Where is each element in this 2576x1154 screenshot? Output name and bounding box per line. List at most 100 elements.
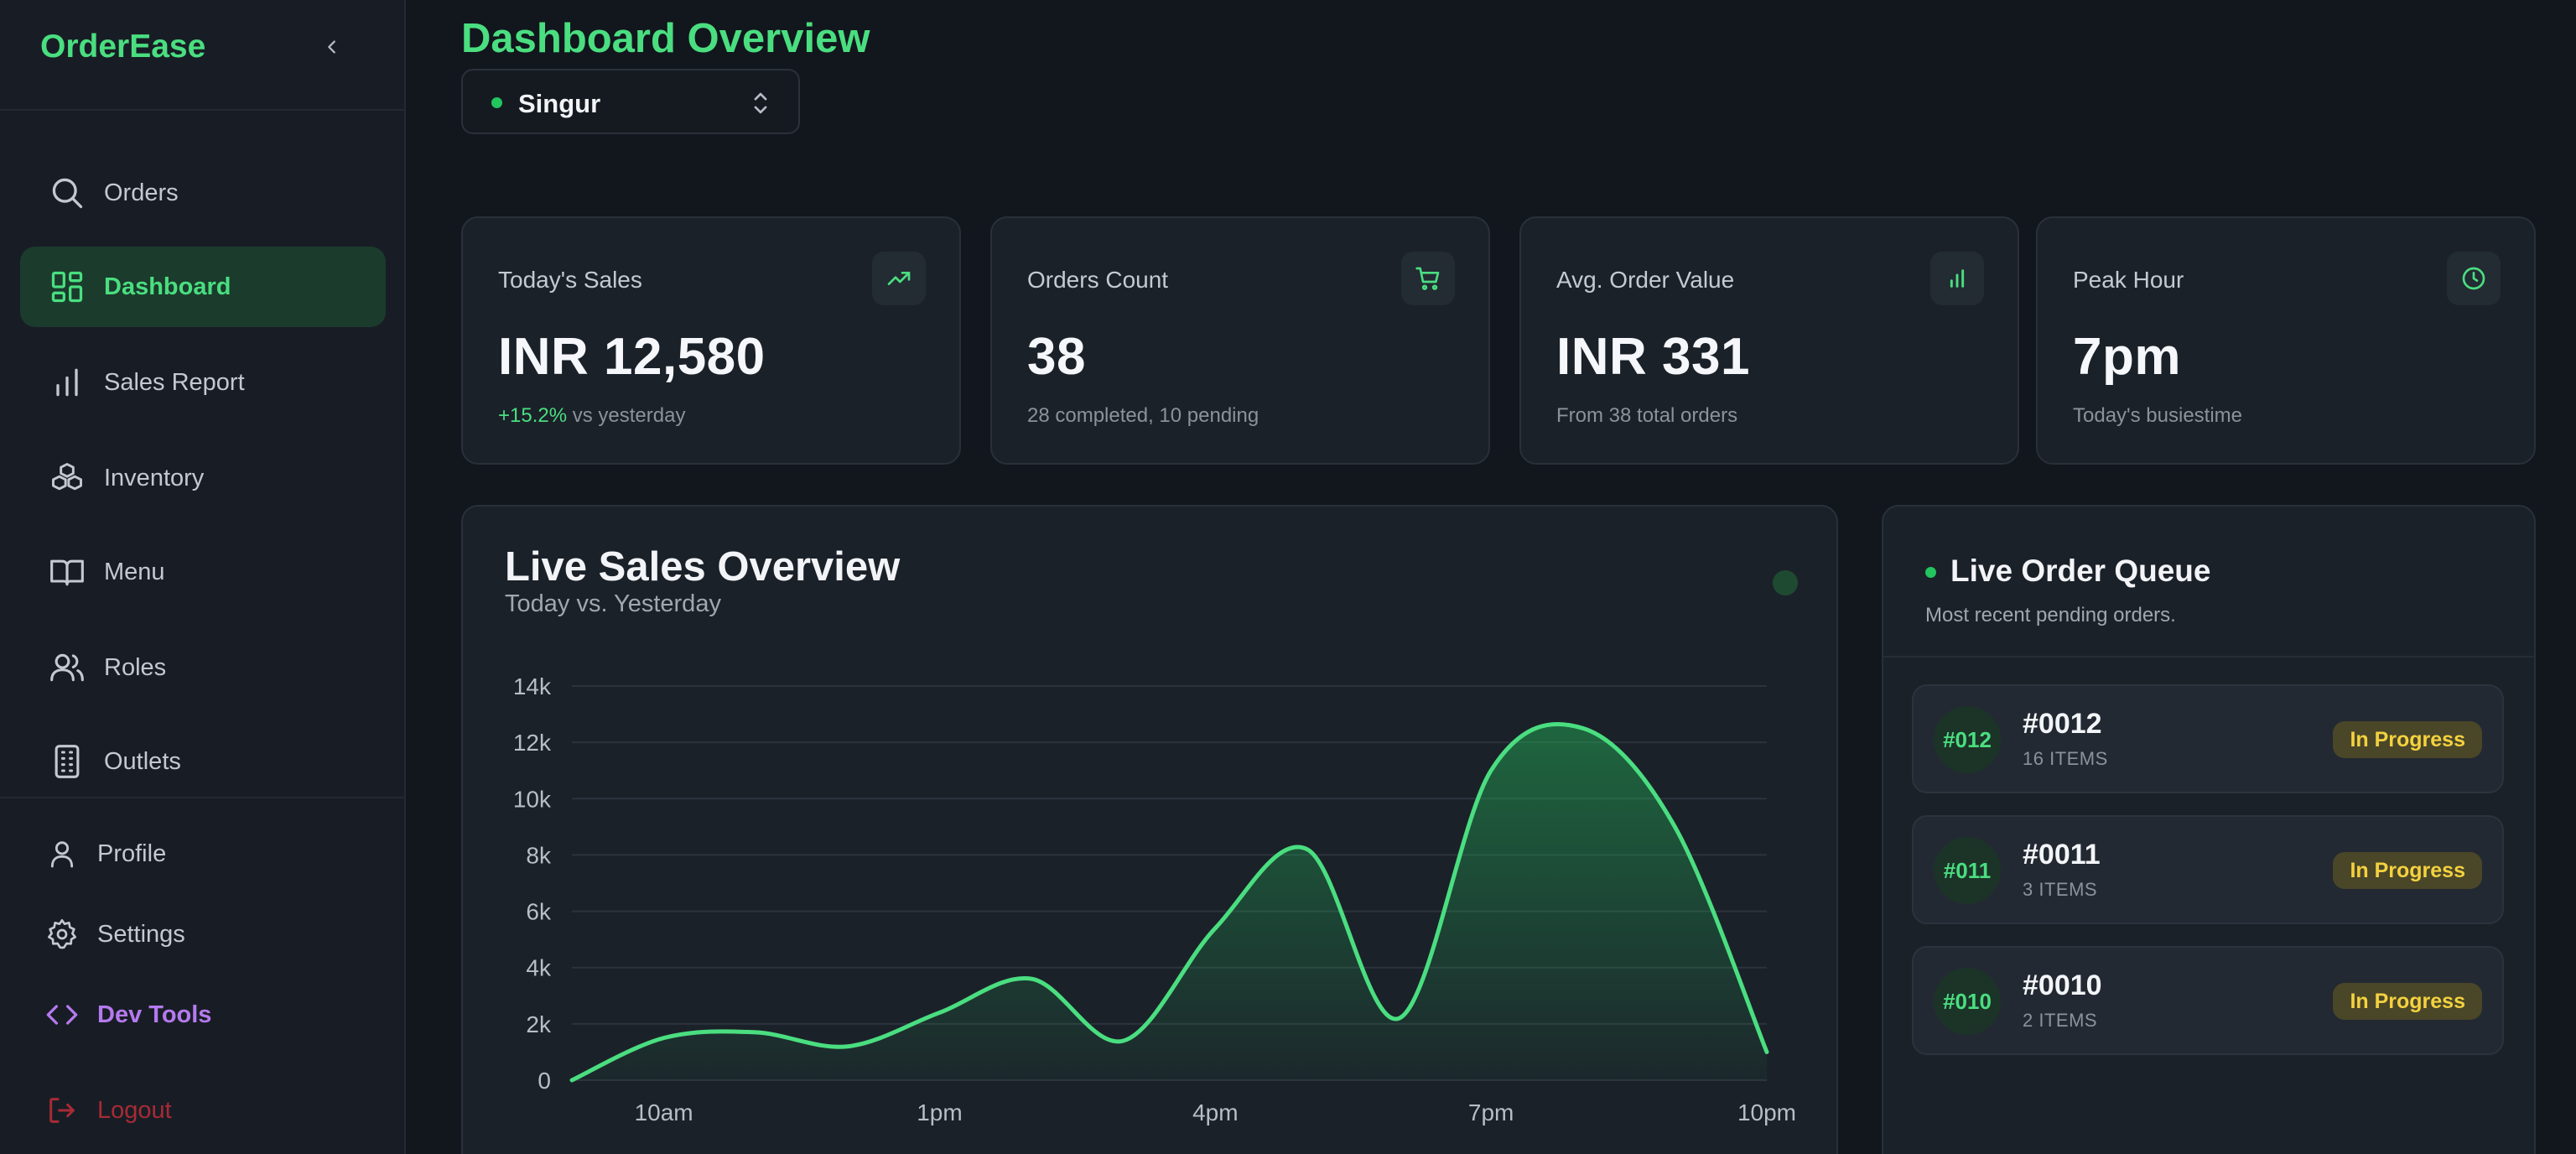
x-tick-label: 1pm xyxy=(917,1099,962,1125)
sidebar-item-roles[interactable]: Roles xyxy=(20,627,386,708)
outlet-selector[interactable]: Singur xyxy=(461,69,800,134)
sidebar-item-sales-report[interactable]: Sales Report xyxy=(20,342,386,423)
outlet-selector-value: Singur xyxy=(518,89,601,118)
order-card[interactable]: #010 #0010 2 ITEMS In Progress xyxy=(1912,946,2504,1055)
sidebar-item-label: Outlets xyxy=(104,748,181,775)
order-avatar: #012 xyxy=(1934,706,2001,773)
chart-subtitle: Today vs. Yesterday xyxy=(505,590,721,617)
x-tick-label: 10am xyxy=(635,1099,693,1125)
status-badge: In Progress xyxy=(2333,721,2482,758)
stat-title: Today's Sales xyxy=(498,267,642,293)
y-tick-label: 0 xyxy=(538,1068,551,1094)
y-tick-label: 14k xyxy=(513,673,552,699)
queue-header: Live Order Queue Most recent pending ord… xyxy=(1883,507,2534,658)
sidebar-item-dev-tools[interactable]: Dev Tools xyxy=(0,981,406,1048)
stat-sub: 28 completed, 10 pending xyxy=(1027,404,1259,427)
grid-icon xyxy=(49,268,86,305)
sidebar-item-label: Dashboard xyxy=(104,273,231,300)
sidebar-item-label: Settings xyxy=(97,921,185,948)
status-dot xyxy=(491,97,502,108)
sidebar-item-inventory[interactable]: Inventory xyxy=(20,438,386,518)
stat-card-peak-hour: Peak Hour 7pm Today's busiestime xyxy=(2036,216,2536,465)
status-badge: In Progress xyxy=(2333,983,2482,1020)
stat-value: INR 12,580 xyxy=(498,328,766,386)
sidebar-item-profile[interactable]: Profile xyxy=(0,820,406,887)
sidebar-item-label: Inventory xyxy=(104,465,205,491)
boxes-icon xyxy=(49,460,86,496)
status-badge: In Progress xyxy=(2333,852,2482,889)
sidebar-item-dashboard[interactable]: Dashboard xyxy=(20,247,386,327)
collapse-sidebar-icon[interactable] xyxy=(317,32,347,62)
live-order-queue: Live Order Queue Most recent pending ord… xyxy=(1882,505,2536,1154)
sidebar-item-label: Sales Report xyxy=(104,369,245,396)
order-card[interactable]: #012 #0012 16 ITEMS In Progress xyxy=(1912,684,2504,793)
sidebar: OrderEase Orders Dashboard Sales Report … xyxy=(0,0,406,1154)
code-icon xyxy=(45,998,79,1032)
x-tick-label: 4pm xyxy=(1192,1099,1238,1125)
stat-card-todays-sales: Today's Sales INR 12,580 +15.2% vs yeste… xyxy=(461,216,961,465)
sales-area-chart: 0 2k 4k 6k 8k 10k 12k 14k 10am 1pm 4pm 7pm 10pm xyxy=(513,673,1796,1125)
cart-icon xyxy=(1401,252,1455,305)
y-tick-label: 10k xyxy=(513,786,552,812)
order-avatar: #011 xyxy=(1934,837,2001,904)
order-number: #0011 xyxy=(2023,839,2101,871)
y-tick-label: 4k xyxy=(526,955,552,981)
x-tick-label: 10pm xyxy=(1737,1099,1796,1125)
y-tick-label: 12k xyxy=(513,730,552,756)
user-icon xyxy=(45,837,79,871)
y-tick-label: 8k xyxy=(526,842,552,868)
x-tick-label: 7pm xyxy=(1468,1099,1514,1125)
stat-delta: +15.2% xyxy=(498,404,568,427)
chart-title: Live Sales Overview xyxy=(505,544,901,590)
stat-sub-text: vs yesterday xyxy=(567,404,686,427)
gear-icon xyxy=(45,917,79,951)
sidebar-item-label: Dev Tools xyxy=(97,1001,212,1028)
sidebar-item-label: Orders xyxy=(104,179,179,206)
live-sales-chart-card: Live Sales Overview Today vs. Yesterday … xyxy=(461,505,1838,1154)
sidebar-item-label: Profile xyxy=(97,840,167,867)
order-number: #0012 xyxy=(2023,708,2102,740)
brand-row: OrderEase xyxy=(0,0,406,111)
stat-value: 7pm xyxy=(2073,328,2181,386)
order-avatar: #010 xyxy=(1934,968,2001,1035)
stat-value: INR 331 xyxy=(1556,328,1750,386)
sidebar-item-settings[interactable]: Settings xyxy=(0,901,406,968)
stat-card-orders-count: Orders Count 38 28 completed, 10 pending xyxy=(990,216,1490,465)
building-icon xyxy=(49,743,86,780)
clock-icon xyxy=(2447,252,2501,305)
live-dot xyxy=(1925,567,1936,578)
sidebar-item-label: Logout xyxy=(97,1097,172,1124)
chevron-up-down-icon xyxy=(748,89,773,117)
stat-sub: Today's busiestime xyxy=(2073,404,2243,427)
order-card[interactable]: #011 #0011 3 ITEMS In Progress xyxy=(1912,815,2504,924)
series-line xyxy=(569,721,1769,1083)
search-icon xyxy=(49,174,86,211)
y-tick-label: 6k xyxy=(526,899,552,925)
order-items: 16 ITEMS xyxy=(2023,748,2108,769)
sidebar-item-orders[interactable]: Orders xyxy=(20,153,386,233)
sidebar-item-menu[interactable]: Menu xyxy=(20,532,386,612)
page-title: Dashboard Overview xyxy=(461,16,870,61)
sidebar-divider xyxy=(0,797,406,798)
stat-card-avg-order-value: Avg. Order Value INR 331 From 38 total o… xyxy=(1519,216,2019,465)
brand-logo[interactable]: OrderEase xyxy=(40,29,206,65)
sidebar-item-outlets[interactable]: Outlets xyxy=(20,721,386,802)
queue-title: Live Order Queue xyxy=(1950,554,2211,588)
stat-title: Orders Count xyxy=(1027,267,1169,293)
book-icon xyxy=(49,554,86,590)
stat-title: Peak Hour xyxy=(2073,267,2184,293)
bar-chart-icon xyxy=(49,364,86,401)
logout-button[interactable]: Logout xyxy=(0,1077,406,1144)
sidebar-item-label: Menu xyxy=(104,559,165,585)
stat-sub: From 38 total orders xyxy=(1556,404,1738,427)
logout-icon xyxy=(45,1094,79,1127)
order-number: #0010 xyxy=(2023,969,2102,1001)
series-area xyxy=(572,724,1767,1080)
trending-up-icon xyxy=(872,252,926,305)
y-tick-label: 2k xyxy=(526,1011,552,1037)
order-items: 3 ITEMS xyxy=(2023,879,2098,900)
stat-value: 38 xyxy=(1027,328,1086,386)
sidebar-item-label: Roles xyxy=(104,654,167,681)
live-indicator xyxy=(1773,570,1798,595)
bar-chart-icon xyxy=(1930,252,1984,305)
